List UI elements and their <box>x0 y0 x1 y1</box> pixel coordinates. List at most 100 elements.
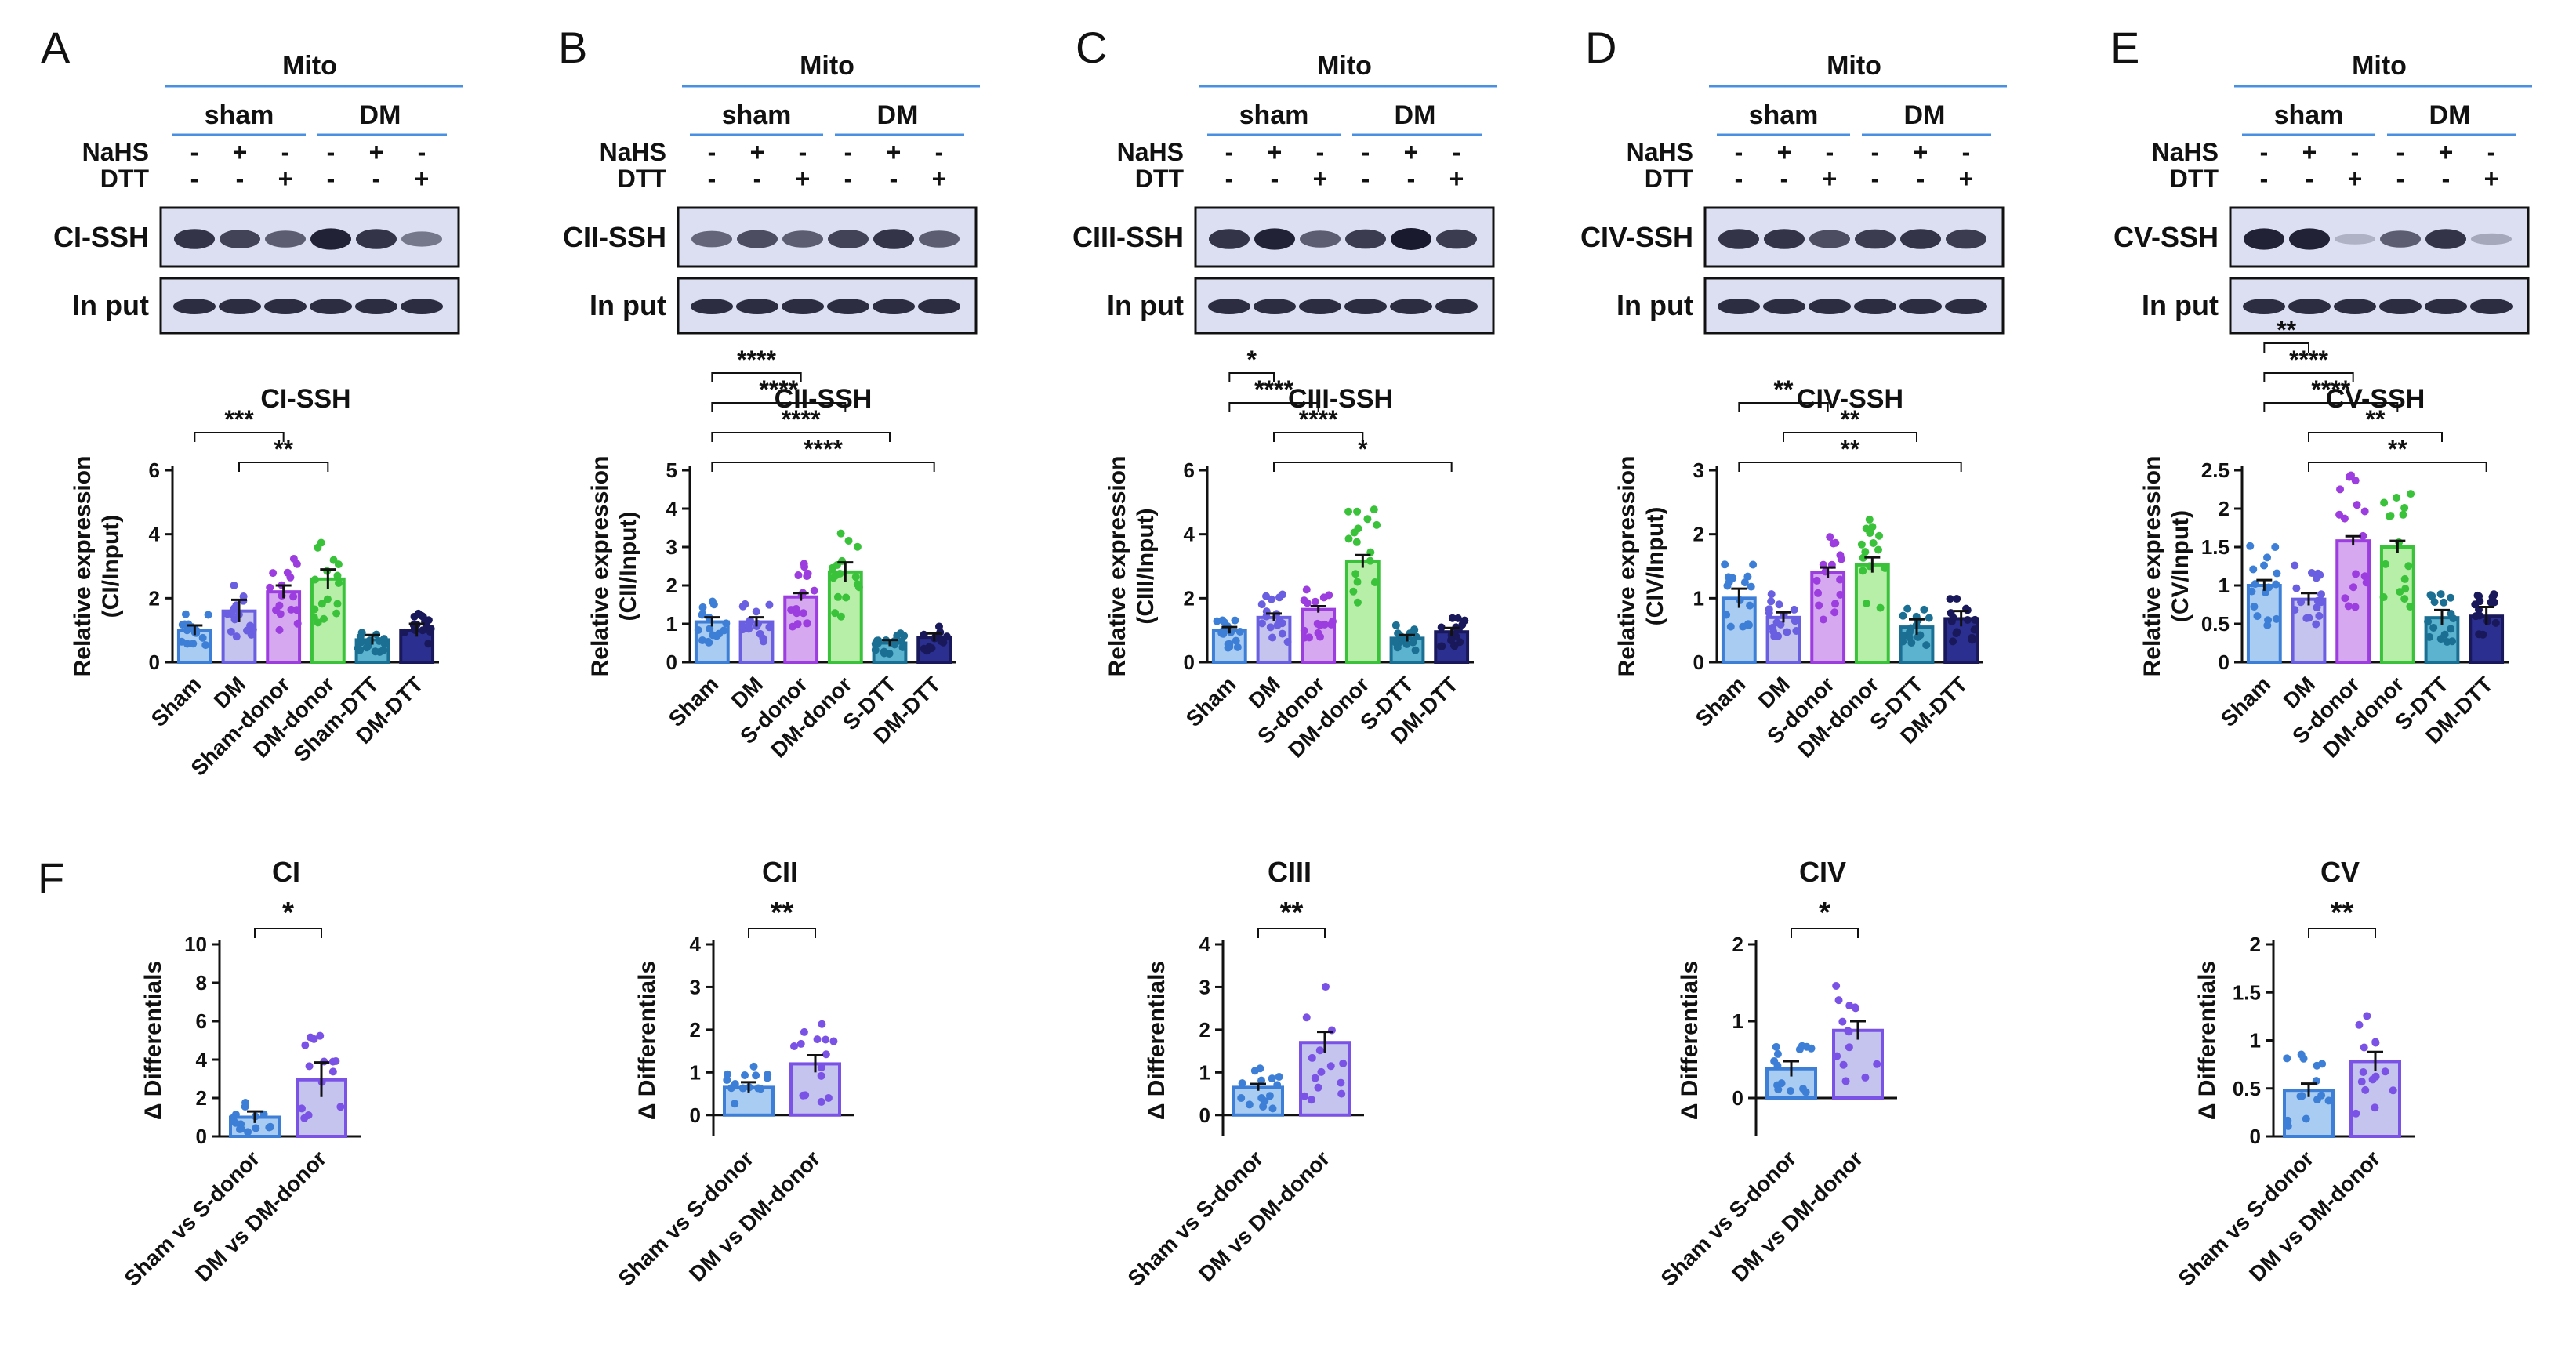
significance-label: ** <box>2331 897 2354 929</box>
data-point <box>1225 643 1234 651</box>
treatment-label: DTT <box>100 165 150 193</box>
data-point <box>1946 595 1954 603</box>
data-point <box>334 560 343 569</box>
data-point <box>836 529 845 538</box>
treatment-sign: - <box>190 138 199 166</box>
blot-band <box>2425 299 2467 314</box>
y-axis-label: Relative expression (CIII/Input) <box>1105 456 1159 677</box>
blot-band <box>2288 299 2331 314</box>
data-point <box>2429 623 2438 632</box>
data-point <box>1233 643 1242 651</box>
data-point <box>2472 612 2480 621</box>
treatment-sign: - <box>1362 165 1370 193</box>
treatment-sign: + <box>369 138 384 166</box>
y-tick-label: 2 <box>2250 933 2261 956</box>
y-tick-label: 1 <box>2250 1029 2261 1053</box>
panel-letter: A <box>41 23 71 72</box>
data-point <box>836 612 845 621</box>
data-point <box>799 609 807 618</box>
data-point <box>1250 1067 1259 1075</box>
data-point <box>1349 587 1358 596</box>
data-point <box>2430 598 2439 607</box>
significance-label: **** <box>782 405 821 433</box>
significance-bracket <box>2308 462 2487 472</box>
data-point <box>2399 510 2407 519</box>
chart-title: CI-SSH <box>260 384 350 414</box>
significance-label: ** <box>771 897 794 929</box>
data-point <box>817 1097 825 1106</box>
treatment-sign: - <box>372 165 381 193</box>
mito-label: Mito <box>2352 51 2407 81</box>
data-point <box>2346 471 2355 480</box>
data-point <box>1790 605 1798 614</box>
data-point <box>2263 621 2272 629</box>
treatment-sign: - <box>236 165 245 193</box>
data-point <box>1268 633 1277 642</box>
blot-band <box>1854 299 1896 314</box>
blot-label: CII-SSH <box>563 221 666 253</box>
data-point <box>801 1091 810 1100</box>
data-point <box>2371 1038 2380 1046</box>
data-point <box>1344 507 1353 516</box>
blot-band <box>873 299 915 314</box>
y-axis-label: Relative expression (CI/Input) <box>70 456 124 677</box>
blot-band <box>173 299 216 314</box>
significance-label: * <box>282 897 294 929</box>
data-point <box>231 1111 240 1119</box>
data-point <box>722 619 731 628</box>
y-axis-label-line: Relative expression <box>70 456 96 677</box>
blot-band <box>401 299 443 314</box>
data-point <box>2425 632 2433 641</box>
data-point <box>2272 614 2280 623</box>
significance-label: **** <box>2289 346 2328 374</box>
blot-band <box>2244 228 2284 250</box>
data-point <box>794 571 803 579</box>
data-point <box>304 1111 313 1119</box>
data-point <box>266 1122 274 1131</box>
data-point <box>1749 560 1758 569</box>
data-point <box>720 626 728 635</box>
data-point <box>1311 597 1319 606</box>
data-point <box>1866 526 1874 534</box>
blot-band <box>1900 229 1941 249</box>
data-point <box>1316 632 1325 641</box>
treatment-label: NaHS <box>1627 138 1693 166</box>
input-label: In put <box>1107 289 1184 321</box>
data-point <box>1721 560 1729 569</box>
treatment-sign: - <box>2487 138 2496 166</box>
treatment-sign: - <box>1962 138 1971 166</box>
data-point <box>871 646 880 654</box>
y-tick-label: 0 <box>1199 1103 1210 1127</box>
blot-band <box>828 230 869 248</box>
blot-band <box>1718 229 1759 249</box>
data-point <box>1815 601 1823 610</box>
data-point <box>232 632 241 641</box>
data-point <box>305 1062 314 1071</box>
data-point <box>419 612 427 621</box>
data-point <box>289 592 298 601</box>
data-point <box>276 610 285 618</box>
blot-label: CI-SSH <box>53 221 149 253</box>
significance-bracket <box>711 402 847 412</box>
data-point <box>1268 1104 1277 1113</box>
data-point <box>1268 1074 1276 1083</box>
data-point <box>698 603 707 611</box>
data-point <box>1317 1067 1326 1076</box>
data-point <box>1819 615 1827 624</box>
y-axis-label: Δ Differentials <box>1677 961 1703 1120</box>
y-axis-label: Relative expression (CIV/Input) <box>1614 456 1668 677</box>
data-point <box>1963 615 1972 624</box>
data-point <box>1322 983 1330 991</box>
data-point <box>247 630 256 639</box>
data-point <box>842 593 851 602</box>
significance-label: ** <box>1841 435 1860 463</box>
data-point <box>2359 531 2367 540</box>
data-point <box>698 610 707 618</box>
y-axis-label: Δ Differentials <box>1144 961 1170 1120</box>
y-tick-label: 0 <box>666 650 677 674</box>
group-label-dm: DM <box>360 100 401 130</box>
